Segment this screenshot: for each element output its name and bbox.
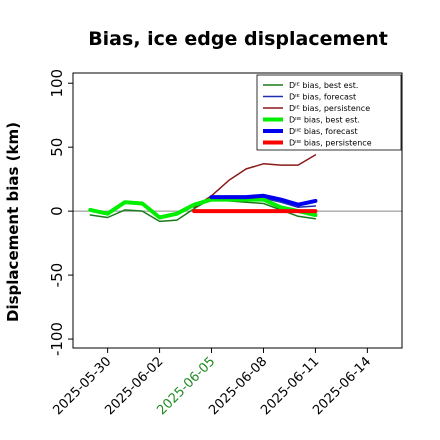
y-tick-label: 0	[48, 206, 66, 216]
y-tick-label: 50	[48, 138, 66, 157]
series-line-3	[193, 154, 317, 209]
y-tick-label: -50	[48, 263, 66, 288]
y-axis-label: Displacement bias (km)	[4, 122, 22, 322]
legend: Dᴵᴱ bias, best est. Dᴵᴱ bias, forecast Dᴵᴱ…	[256, 74, 402, 151]
plot-frame	[72, 72, 403, 349]
legend-entry-label: Dᴵᴱ bias, best est.	[289, 81, 358, 90]
legend-box	[256, 74, 402, 151]
series-line-5	[209, 193, 318, 207]
legend-entry-label: Dᴵᴵᴱ bias, persistence	[289, 139, 372, 148]
legend-entry-label: Dᴵᴵᴱ bias, forecast	[289, 127, 358, 136]
plot-area	[73, 154, 402, 223]
y-tick-label: 100	[48, 69, 66, 98]
y-tick-label: -100	[48, 322, 66, 356]
legend-entry-label: Dᴵᴵᴱ bias, best est.	[289, 116, 360, 125]
series-line-4	[88, 197, 318, 220]
x-axis: 2025-05-302025-06-022025-06-052025-06-08…	[50, 348, 374, 418]
legend-entry-label: Dᴵᴱ bias, forecast	[289, 93, 356, 102]
y-axis: 100 50 0 -50 -100	[48, 69, 73, 356]
legend-entry-label: Dᴵᴱ bias, persistence	[289, 104, 370, 113]
chart-title: Bias, ice edge displacement	[88, 28, 388, 50]
